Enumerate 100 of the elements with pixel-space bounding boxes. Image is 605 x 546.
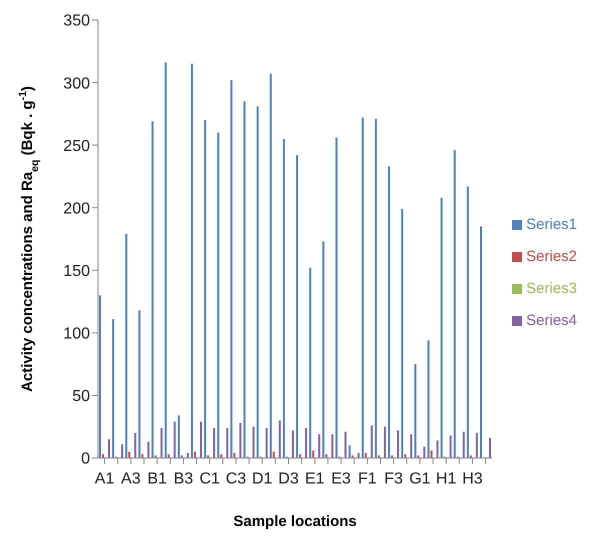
bar xyxy=(292,430,294,458)
bar xyxy=(174,422,176,458)
bar xyxy=(344,432,346,458)
bar xyxy=(252,426,255,458)
bar xyxy=(128,452,130,458)
bar xyxy=(121,444,124,458)
legend-label: Series3 xyxy=(526,280,577,297)
x-tick-label: B1 xyxy=(147,470,168,488)
bar xyxy=(450,435,452,458)
bar xyxy=(217,132,220,458)
bar xyxy=(370,425,373,458)
x-tick-label: H3 xyxy=(462,470,483,488)
x-tick-label: E1 xyxy=(304,470,325,488)
legend-label: Series2 xyxy=(526,248,577,265)
bar xyxy=(404,454,406,458)
bar xyxy=(239,422,242,458)
bar xyxy=(230,80,232,458)
bar xyxy=(364,452,367,458)
bar xyxy=(194,452,196,458)
bar xyxy=(102,454,104,458)
bar xyxy=(266,428,268,458)
bar xyxy=(335,138,338,458)
y-tick-label: 250 xyxy=(63,138,90,155)
x-tick-label: G1 xyxy=(409,470,431,488)
x-tick-label: A1 xyxy=(94,470,114,488)
bar xyxy=(282,138,285,458)
bar xyxy=(462,432,465,458)
bar xyxy=(427,340,430,458)
bar xyxy=(305,428,308,458)
bar xyxy=(466,186,469,458)
bar xyxy=(312,450,314,458)
x-tick-label: C1 xyxy=(199,470,220,488)
bar xyxy=(318,434,320,458)
bar xyxy=(348,445,351,458)
bar xyxy=(397,430,400,458)
bar xyxy=(244,101,246,458)
bar xyxy=(362,118,364,458)
bar xyxy=(322,242,324,458)
y-tick-label: 100 xyxy=(63,326,90,343)
x-tick-label: C3 xyxy=(226,470,246,488)
y-tick-label: 350 xyxy=(63,12,90,30)
x-tick-label: A3 xyxy=(121,470,141,488)
bar xyxy=(331,434,334,458)
bar xyxy=(138,310,140,458)
y-tick-label: 0 xyxy=(81,450,90,468)
bar xyxy=(190,64,193,458)
bar xyxy=(454,150,456,458)
bar xyxy=(178,415,180,458)
x-tick-label: D3 xyxy=(278,470,299,488)
bar xyxy=(278,420,281,458)
y-tick-label: 300 xyxy=(63,75,90,92)
bar xyxy=(374,118,377,458)
bar xyxy=(141,454,144,458)
bar xyxy=(99,295,101,458)
bar xyxy=(436,440,438,458)
bar xyxy=(160,428,163,458)
bar xyxy=(384,426,386,458)
bar xyxy=(296,155,298,458)
bar xyxy=(152,121,154,458)
bar xyxy=(299,454,302,458)
bar xyxy=(358,452,360,458)
bar xyxy=(414,364,416,458)
bar xyxy=(204,120,206,458)
legend-label: Series4 xyxy=(526,312,577,329)
bar xyxy=(108,439,110,458)
bar xyxy=(270,74,272,458)
bar xyxy=(112,319,114,458)
bar xyxy=(423,446,426,458)
x-tick-label: F3 xyxy=(384,470,404,488)
bar xyxy=(168,454,170,458)
x-tick-label: B3 xyxy=(174,470,194,488)
bar xyxy=(256,106,259,458)
bar xyxy=(325,454,328,458)
bar xyxy=(164,62,167,458)
bar xyxy=(480,226,482,458)
bar xyxy=(200,422,202,458)
bar xyxy=(272,452,275,458)
bar xyxy=(233,452,236,458)
bar xyxy=(401,208,404,458)
x-tick-label: H1 xyxy=(436,470,456,488)
x-axis-title: Sample locations xyxy=(233,513,357,530)
y-tick-label: 150 xyxy=(63,262,90,280)
bar xyxy=(213,428,216,458)
bar xyxy=(440,198,443,458)
bar xyxy=(134,432,136,458)
bar xyxy=(186,452,189,458)
y-tick-label: 50 xyxy=(72,388,90,406)
x-tick-label: F1 xyxy=(358,470,377,488)
bar xyxy=(125,234,128,458)
x-tick-label: E3 xyxy=(331,470,351,488)
x-tick-label: D1 xyxy=(252,470,273,488)
bar xyxy=(388,166,390,458)
bar xyxy=(489,438,492,458)
bar xyxy=(220,454,222,458)
y-tick-label: 200 xyxy=(63,200,90,218)
bar xyxy=(430,450,432,458)
bar xyxy=(226,428,228,458)
bar xyxy=(476,432,478,458)
bar xyxy=(410,434,412,458)
bar xyxy=(147,442,150,458)
